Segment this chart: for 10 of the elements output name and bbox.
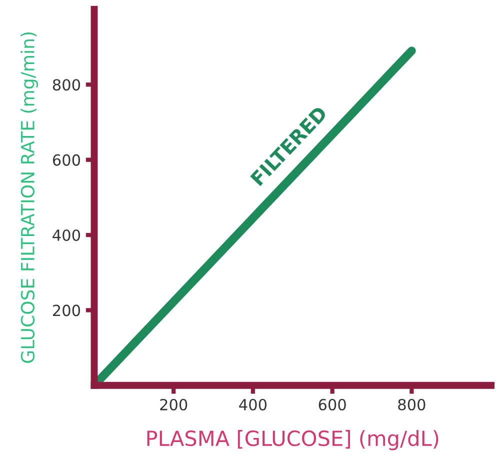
y-tick-label: 800 (52, 79, 80, 91)
x-tick-label: 200 (160, 398, 188, 410)
x-tick-label: 400 (239, 398, 267, 410)
y-tick-label: 400 (52, 229, 80, 242)
x-tick-label: 800 (398, 398, 426, 410)
y-tick-label: 200 (53, 304, 80, 316)
y-tick-label: 600 (52, 154, 80, 166)
y-axis-title: GLUCOSE FILTRATION RATE (mg/min) (20, 32, 38, 363)
x-axis-title: PLASMA [GLUCOSE] (mg/dL) (147, 430, 438, 450)
x-tick-label: 600 (318, 398, 346, 410)
